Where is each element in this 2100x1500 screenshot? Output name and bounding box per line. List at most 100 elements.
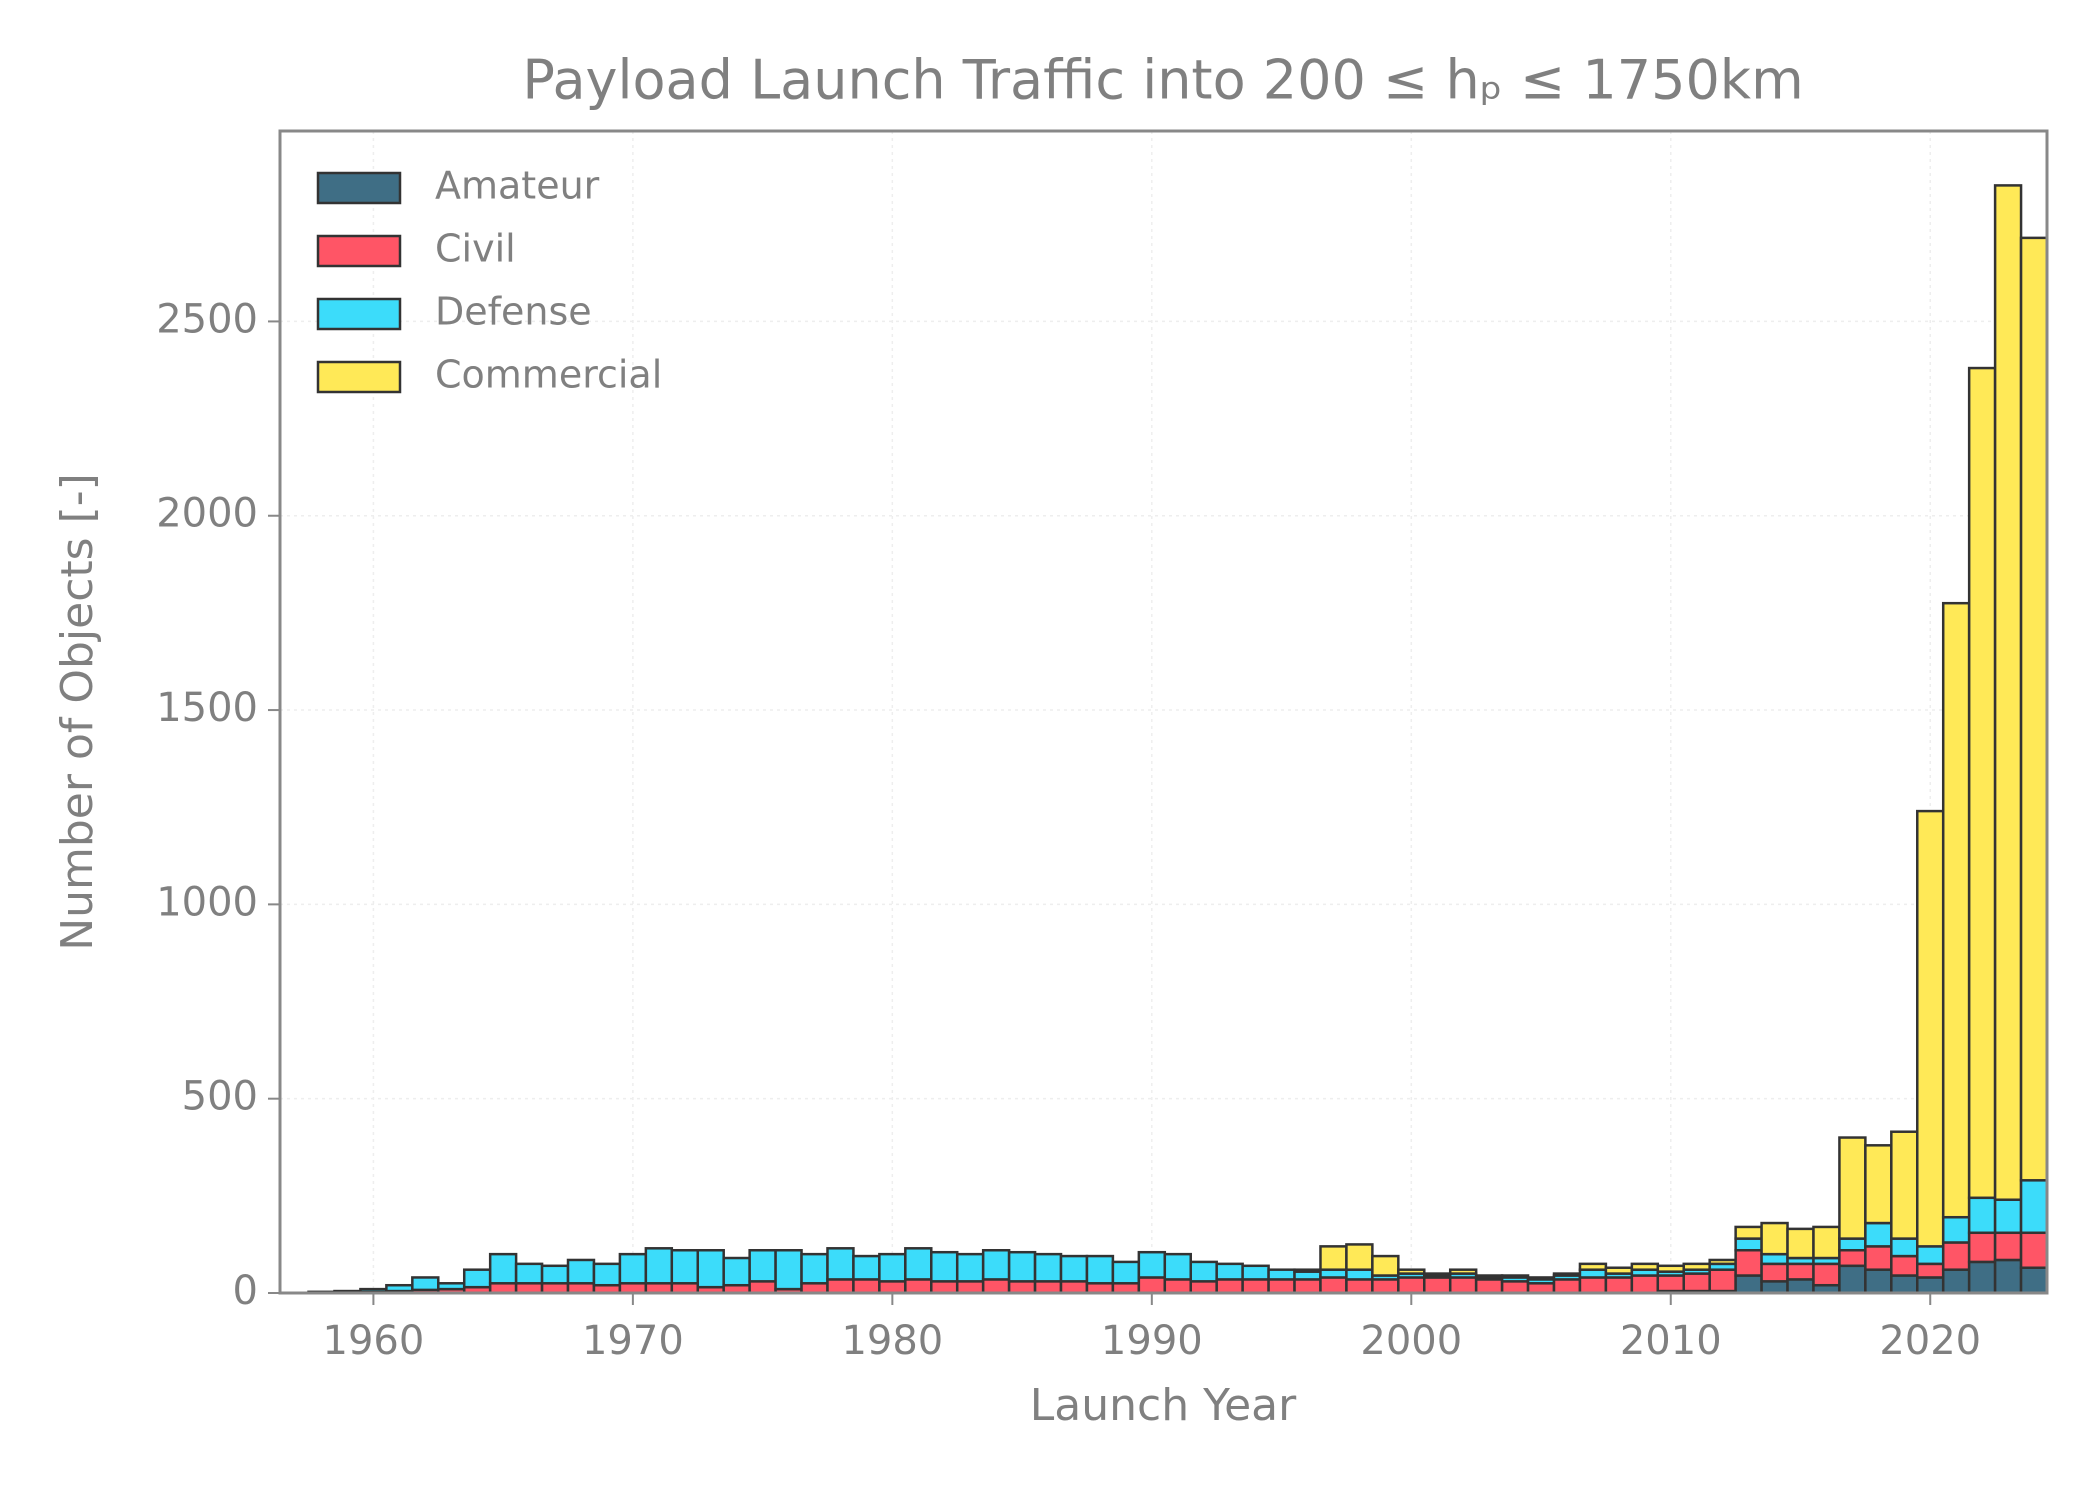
bar-segment	[1838, 1249, 1867, 1268]
bar-segment	[1993, 1231, 2023, 1262]
bar-segment	[644, 1247, 674, 1285]
bar-segment	[1864, 1268, 1893, 1295]
bar-segment	[488, 1252, 518, 1285]
bar-segment	[1033, 1280, 1063, 1295]
bar-segment	[1448, 1276, 1478, 1295]
legend-label: Civil	[435, 227, 516, 271]
bar-segment	[1241, 1264, 1270, 1281]
bar-segment	[1474, 1278, 1504, 1295]
bar-segment	[1682, 1262, 1711, 1271]
bar-segment	[774, 1249, 803, 1291]
bar-segment	[748, 1280, 777, 1295]
bar-segment	[904, 1247, 933, 1281]
bar-segment	[981, 1249, 1011, 1281]
bar-segment	[1993, 184, 2023, 1201]
bar-segment	[852, 1278, 881, 1295]
x-tick-label: 1990	[1101, 1318, 1203, 1364]
bar-segment	[1941, 1241, 1971, 1271]
bar-segment	[1033, 1252, 1063, 1283]
bar-segment	[1137, 1276, 1167, 1295]
bar-segment	[852, 1254, 881, 1281]
bar-segment	[930, 1250, 959, 1283]
bar-segment	[1734, 1237, 1763, 1252]
bar-segment	[1967, 1231, 1997, 1264]
chart-title: Payload Launch Traffic into 200 ≤ hₚ ≤ 1…	[522, 49, 1803, 112]
bar-segment	[1890, 1130, 1919, 1240]
y-tick-label: 1500	[156, 685, 258, 731]
bar-segment	[1838, 1237, 1867, 1252]
y-axis-label: Number of Objects [-]	[52, 473, 103, 951]
bar-segment	[411, 1276, 440, 1292]
bar-segment	[1760, 1252, 1789, 1266]
bar-segment	[1941, 601, 1971, 1219]
bar-segment	[1371, 1278, 1400, 1295]
bar-segment	[1163, 1252, 1192, 1281]
bar-segment	[696, 1249, 725, 1289]
legend-swatch	[316, 297, 402, 331]
bar-segment	[437, 1282, 466, 1291]
legend-swatch	[316, 234, 402, 268]
bar-segment	[1812, 1225, 1841, 1260]
bar-segment	[1007, 1280, 1037, 1295]
bar-segment	[826, 1247, 855, 1281]
y-tick-label: 1000	[156, 879, 258, 925]
bar-segment	[1215, 1278, 1244, 1295]
bar-segment	[1578, 1276, 1608, 1295]
bar-segment	[1552, 1278, 1582, 1295]
bar-segment	[385, 1283, 414, 1293]
legend-label: Defense	[435, 290, 592, 334]
bar-segment	[592, 1262, 622, 1287]
bar-segment	[1786, 1278, 1815, 1295]
bar-segment	[1838, 1264, 1867, 1295]
legend-swatch	[316, 171, 402, 205]
bar-segment	[1500, 1274, 1530, 1279]
bar-segment	[955, 1280, 985, 1295]
bar-segment	[1267, 1278, 1296, 1295]
x-tick-label: 2010	[1620, 1318, 1722, 1364]
bar-segment	[1423, 1272, 1452, 1277]
bar-segment	[1163, 1278, 1192, 1295]
bar-segment	[800, 1252, 829, 1285]
bar-segment	[1916, 1245, 1945, 1266]
bar-segment	[878, 1280, 907, 1295]
bar-segment	[1812, 1262, 1841, 1287]
legend-swatch	[316, 360, 402, 394]
bar-segment	[1967, 1260, 1997, 1295]
bar-segment	[359, 1287, 388, 1294]
bar-segment	[1059, 1280, 1089, 1295]
bar-segment	[1734, 1274, 1763, 1295]
bar-segment	[1734, 1249, 1763, 1277]
bar-segment	[566, 1258, 596, 1285]
bar-segment	[1786, 1262, 1815, 1281]
x-tick-label: 2020	[1879, 1318, 1981, 1364]
bar-segment	[1241, 1278, 1270, 1295]
bar-segment	[1085, 1254, 1115, 1285]
bar-segment	[1215, 1262, 1244, 1281]
bar-segment	[2019, 1231, 2049, 1269]
bar-segment	[1890, 1274, 1919, 1295]
bar-segment	[1734, 1225, 1763, 1240]
bar-segment	[1448, 1268, 1478, 1275]
bar-segment	[1604, 1276, 1634, 1295]
bar-segment	[1630, 1262, 1660, 1271]
bar-segment	[1371, 1254, 1400, 1277]
x-tick-label: 1970	[582, 1318, 684, 1364]
bar-segment	[1838, 1136, 1867, 1240]
bar-segment	[1864, 1144, 1893, 1225]
bar-segment	[1656, 1274, 1685, 1293]
bar-segment	[1345, 1278, 1374, 1295]
bar-segment	[1319, 1276, 1348, 1295]
bar-segment	[1059, 1254, 1089, 1283]
y-tick-label: 2500	[156, 296, 258, 342]
bar-segment	[2019, 1266, 2049, 1295]
bar-segment	[1293, 1268, 1322, 1273]
bar-segment	[1500, 1280, 1530, 1295]
bar-segment	[1916, 1262, 1945, 1279]
bar-segment	[1916, 1276, 1945, 1295]
plot-frame	[278, 129, 2049, 1295]
bar-segment	[1967, 366, 1997, 1200]
x-axis-label: Launch Year	[1030, 1380, 1297, 1431]
bar-segment	[1708, 1258, 1737, 1266]
bar-segment	[722, 1256, 751, 1287]
